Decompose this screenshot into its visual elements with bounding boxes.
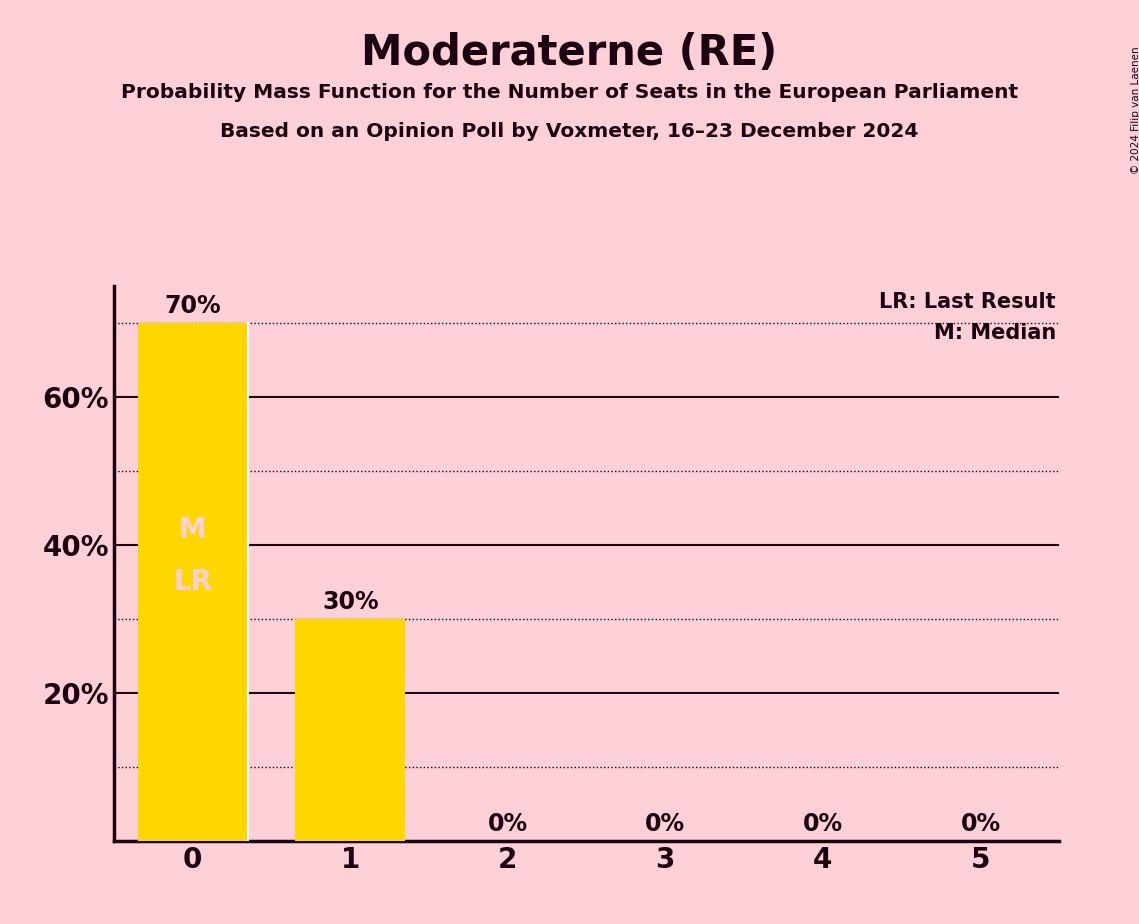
Text: Moderaterne (RE): Moderaterne (RE) (361, 32, 778, 74)
Text: 30%: 30% (322, 590, 378, 614)
Text: 70%: 70% (164, 294, 221, 318)
Text: Based on an Opinion Poll by Voxmeter, 16–23 December 2024: Based on an Opinion Poll by Voxmeter, 16… (220, 122, 919, 141)
Text: Probability Mass Function for the Number of Seats in the European Parliament: Probability Mass Function for the Number… (121, 83, 1018, 103)
Text: © 2024 Filip van Laenen: © 2024 Filip van Laenen (1131, 46, 1139, 174)
Text: 0%: 0% (960, 812, 1000, 836)
Text: LR: Last Result: LR: Last Result (879, 292, 1056, 312)
Text: M: M (179, 517, 206, 544)
Text: LR: LR (173, 568, 212, 596)
Text: 0%: 0% (646, 812, 686, 836)
Text: M: Median: M: Median (934, 323, 1056, 344)
Text: 0%: 0% (803, 812, 843, 836)
Bar (295, 619, 405, 841)
Bar (138, 323, 248, 841)
Text: 0%: 0% (487, 812, 527, 836)
